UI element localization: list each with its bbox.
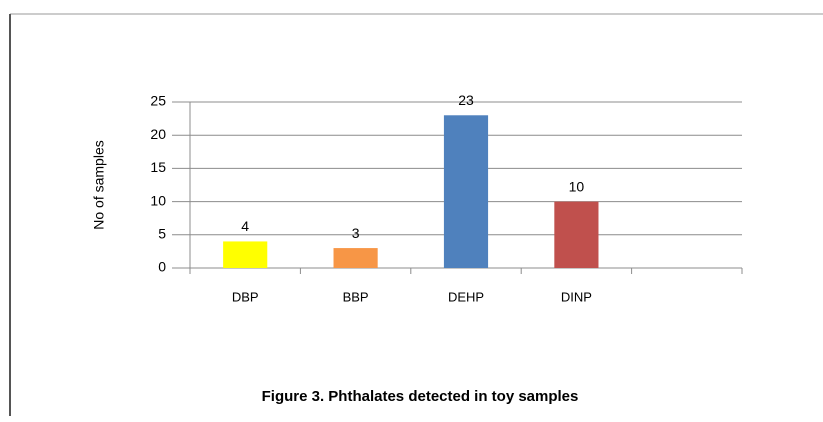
y-tick-label: 25 xyxy=(150,93,166,109)
bar xyxy=(554,201,599,268)
y-tick-label: 0 xyxy=(158,259,166,275)
y-tick-label: 15 xyxy=(150,159,166,175)
y-tick-label: 20 xyxy=(150,126,166,142)
x-tick-label: DEHP xyxy=(448,289,484,304)
chart-title: Figure 3. Phthalates detected in toy sam… xyxy=(262,388,579,405)
data-label: 10 xyxy=(569,178,585,194)
data-label: 4 xyxy=(241,218,249,234)
x-tick-label: BBP xyxy=(343,289,369,304)
bar xyxy=(223,241,268,268)
y-tick-label: 10 xyxy=(150,192,166,208)
bar xyxy=(443,115,489,268)
bar xyxy=(333,248,378,268)
data-label: 3 xyxy=(352,225,360,241)
y-axis-label: No of samples xyxy=(91,140,107,229)
x-tick-label: DINP xyxy=(561,289,592,304)
y-tick-label: 5 xyxy=(158,226,166,242)
data-label: 23 xyxy=(458,92,474,108)
x-tick-label: DBP xyxy=(232,289,259,304)
